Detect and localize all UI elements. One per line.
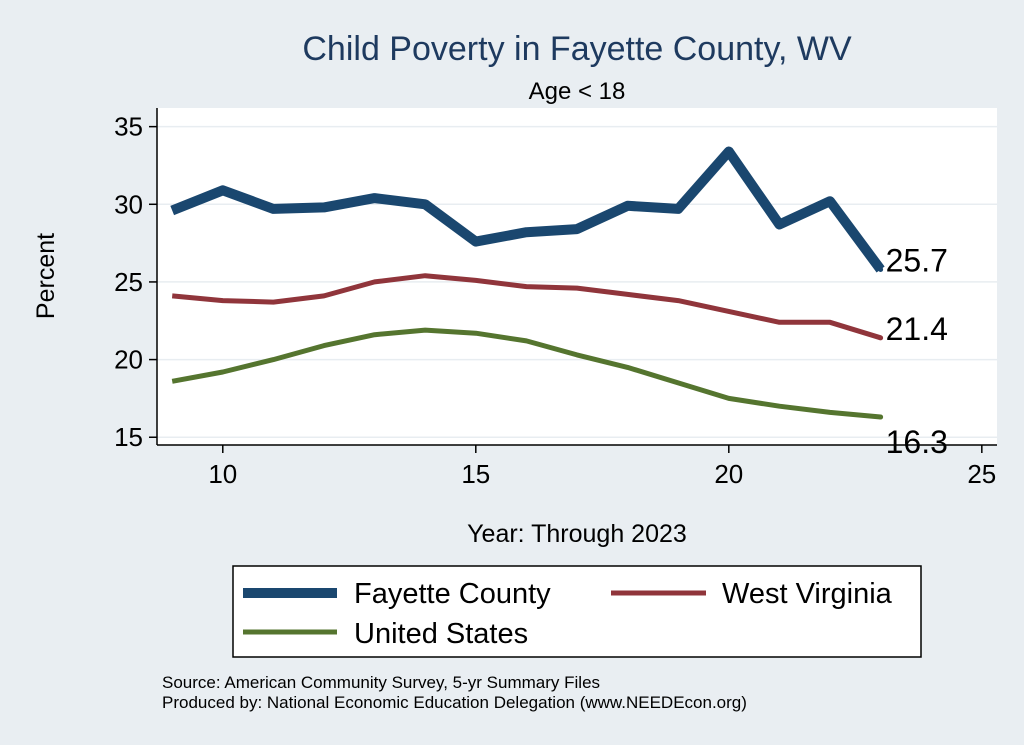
- source-note: Source: American Community Survey, 5-yr …: [162, 673, 600, 692]
- x-tick-label-25: 25: [967, 459, 996, 489]
- x-axis-label: Year: Through 2023: [467, 520, 687, 548]
- legend-label-west-virginia: West Virginia: [722, 578, 893, 610]
- series-lines: [170, 146, 885, 420]
- series-line-west-virginia: [171, 273, 882, 341]
- series-line-fayette-county: [170, 146, 885, 273]
- x-tick-label-20: 20: [714, 459, 743, 489]
- series-end-point-united-states: [878, 414, 884, 420]
- end-labels: 16.3 21.4 25.7: [886, 243, 948, 461]
- legend-box: [232, 565, 922, 658]
- y-axis-label: Percent: [32, 233, 60, 319]
- y-tick-label-35: 35: [114, 112, 143, 142]
- axes: [156, 108, 997, 446]
- x-tick-label-15: 15: [461, 459, 490, 489]
- y-tick-label-30: 30: [114, 189, 143, 219]
- series-end-point-fayette-county: [878, 267, 884, 273]
- y-tick-label-25: 25: [114, 267, 143, 297]
- chart-subtitle: Age < 18: [529, 78, 626, 105]
- y-tick-label-15: 15: [114, 422, 143, 452]
- produced-by-note: Produced by: National Economic Education…: [162, 693, 747, 712]
- y-axis-ticks: 15 20 25 30 35: [114, 112, 157, 452]
- y-tick-label-20: 20: [114, 345, 143, 375]
- plot-area: [157, 108, 997, 445]
- chart-title: Child Poverty in Fayette County, WV: [302, 30, 852, 68]
- end-label-fayette-county: 25.7: [886, 243, 948, 279]
- legend: Fayette County West Virginia United Stat…: [232, 565, 922, 658]
- series-end-point-west-virginia: [878, 335, 884, 341]
- legend-label-united-states: United States: [354, 618, 528, 650]
- x-tick-label-10: 10: [208, 459, 237, 489]
- legend-label-fayette-county: Fayette County: [354, 578, 551, 610]
- end-label-united-states: 16.3: [886, 424, 948, 460]
- end-label-west-virginia: 21.4: [886, 311, 948, 347]
- x-axis-ticks: 10 15 20 25: [208, 445, 996, 489]
- series-line-united-states: [171, 327, 881, 420]
